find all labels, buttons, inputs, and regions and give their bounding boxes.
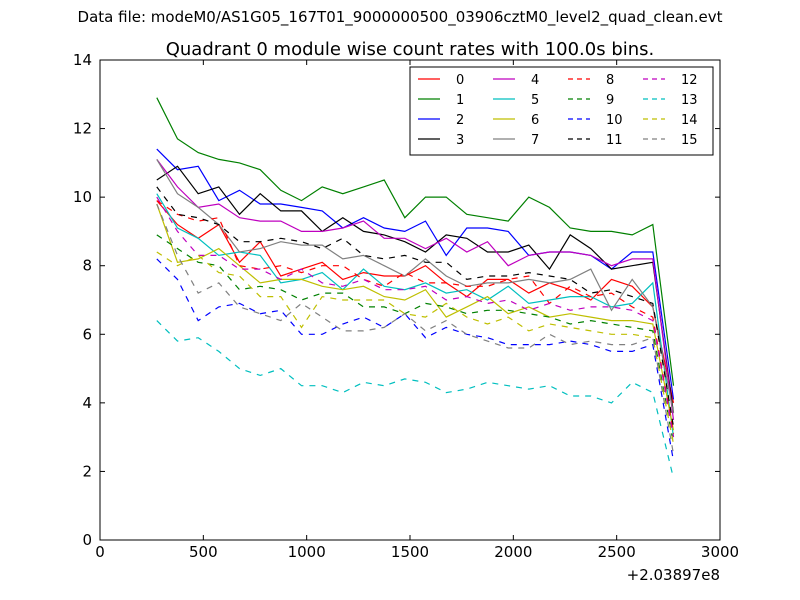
legend-label-3: 3 bbox=[456, 133, 464, 148]
legend-label-15: 15 bbox=[681, 133, 698, 148]
series-line-7 bbox=[156, 159, 675, 414]
legend-label-13: 13 bbox=[681, 93, 698, 108]
legend-label-12: 12 bbox=[681, 73, 698, 88]
x-tick-label: 2500 bbox=[598, 543, 636, 561]
series-line-8 bbox=[156, 200, 675, 434]
x-tick-label: 0 bbox=[95, 543, 105, 561]
legend-label-1: 1 bbox=[456, 93, 464, 108]
series-line-9 bbox=[156, 234, 675, 445]
page-title: Data file: modeM0/AS1G05_167T01_90000005… bbox=[77, 8, 723, 26]
y-tick-label: 12 bbox=[73, 120, 92, 138]
legend-label-10: 10 bbox=[606, 113, 623, 128]
series-line-13 bbox=[156, 320, 675, 479]
x-tick-label: 500 bbox=[189, 543, 218, 561]
y-tick-label: 8 bbox=[82, 257, 92, 275]
legend-label-9: 9 bbox=[606, 93, 614, 108]
series-line-15 bbox=[156, 203, 675, 455]
y-tick-label: 6 bbox=[82, 325, 92, 343]
series-line-14 bbox=[156, 251, 675, 445]
legend-label-8: 8 bbox=[606, 73, 614, 88]
legend-label-11: 11 bbox=[606, 133, 623, 148]
y-tick-label: 4 bbox=[82, 394, 92, 412]
legend-label-14: 14 bbox=[681, 113, 698, 128]
series-line-4 bbox=[156, 159, 675, 421]
y-tick-label: 10 bbox=[73, 188, 92, 206]
x-tick-label: 1000 bbox=[288, 543, 326, 561]
x-tick-label: 1500 bbox=[391, 543, 429, 561]
series-line-5 bbox=[156, 193, 675, 438]
legend-label-2: 2 bbox=[456, 113, 464, 128]
y-tick-label: 0 bbox=[82, 531, 92, 549]
legend-label-4: 4 bbox=[531, 73, 539, 88]
series-line-12 bbox=[156, 196, 675, 438]
series-line-3 bbox=[156, 165, 675, 414]
x-offset-label: +2.03897e8 bbox=[627, 566, 720, 584]
chart-title: Quadrant 0 module wise count rates with … bbox=[166, 39, 655, 60]
series-layer bbox=[156, 97, 675, 479]
x-tick-label: 3000 bbox=[701, 543, 739, 561]
series-line-2 bbox=[156, 148, 675, 400]
series-line-0 bbox=[156, 200, 675, 404]
legend-label-7: 7 bbox=[531, 133, 539, 148]
x-tick-label: 2000 bbox=[494, 543, 532, 561]
legend-label-5: 5 bbox=[531, 93, 539, 108]
series-line-10 bbox=[156, 258, 675, 462]
legend-label-0: 0 bbox=[456, 73, 464, 88]
legend-label-6: 6 bbox=[531, 113, 539, 128]
legend-box bbox=[409, 66, 714, 156]
series-line-1 bbox=[156, 97, 675, 386]
y-tick-label: 2 bbox=[82, 462, 92, 480]
series-line-11 bbox=[156, 186, 675, 427]
y-tick-label: 14 bbox=[73, 51, 92, 69]
